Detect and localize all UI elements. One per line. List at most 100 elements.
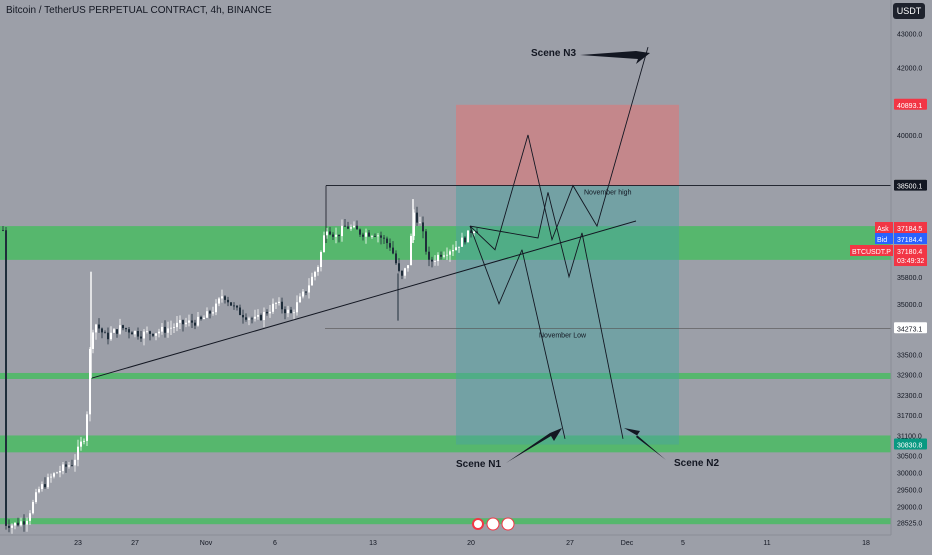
candle-body [305, 291, 307, 293]
x-tick-label: 6 [273, 540, 277, 547]
candle-body [377, 235, 379, 237]
candle-body [41, 484, 43, 490]
bid-tag [894, 233, 927, 245]
candle-body [170, 327, 172, 329]
candle-body [293, 312, 295, 314]
price-tag [894, 98, 927, 110]
candle-body [131, 332, 133, 335]
candle-body [446, 254, 448, 256]
candle-body [356, 225, 358, 230]
candle-body [74, 459, 76, 466]
candle-body [206, 311, 208, 318]
candle-body [38, 489, 40, 493]
candle-body [86, 414, 88, 441]
candle-body [299, 296, 301, 303]
candle-body [71, 465, 73, 467]
y-tick-label: 29000.0 [897, 504, 922, 511]
candle-body [365, 232, 367, 237]
candle-body [137, 331, 139, 337]
candle-body [5, 230, 7, 526]
symbol-badge [850, 245, 893, 257]
november-high-label: November high [584, 190, 632, 197]
candle-body [17, 522, 19, 526]
candle-body [224, 296, 226, 300]
scene3-arrow [580, 51, 650, 64]
candle-body [461, 237, 463, 247]
candle-body [173, 327, 175, 328]
candle-body [122, 325, 124, 329]
scene2-zigzag [469, 192, 583, 279]
candle-body [344, 225, 346, 227]
bid-value: 37184.4 [897, 237, 922, 244]
candle-body [380, 235, 382, 238]
candle-body [68, 465, 70, 467]
candle-body [425, 231, 427, 252]
candle-body [167, 328, 169, 333]
candle-body [83, 440, 85, 442]
candle-body [248, 318, 250, 320]
candle-body [260, 315, 262, 321]
candle-body [296, 302, 298, 313]
candle-body [164, 326, 166, 333]
candle-body [11, 525, 13, 528]
candle-body [20, 521, 22, 526]
candle-body [338, 234, 340, 237]
candle-body [275, 303, 277, 304]
scene1-arrow [506, 428, 562, 463]
ask-value: 37184.5 [897, 226, 922, 233]
candle-body [188, 320, 190, 323]
ascending-trendline [91, 220, 637, 379]
event-icon-inner [474, 520, 482, 528]
flag-icon-us [486, 517, 500, 531]
candle-body [35, 492, 37, 502]
candle-body [266, 311, 268, 314]
candle-body [473, 231, 475, 234]
candle-body [236, 305, 238, 308]
x-tick-label: 20 [467, 540, 475, 547]
candle-body [110, 332, 112, 340]
y-tick-label: 43000.0 [897, 32, 922, 39]
candle-body [383, 237, 385, 239]
y-tick-label: 28525.0 [897, 520, 922, 527]
candle-body [413, 212, 415, 236]
scene1-label: Scene N1 [456, 459, 501, 470]
candle-body [302, 291, 304, 297]
candle-body [56, 472, 58, 474]
bid-label: Bid [877, 237, 887, 244]
x-tick-label: 5 [681, 540, 685, 547]
candle-body [368, 232, 370, 237]
price-tag-label: 40893.1 [897, 103, 922, 110]
candle-body [134, 331, 136, 335]
candle-body [230, 302, 232, 306]
y-tick-label: 40000.0 [897, 133, 922, 140]
y-tick-label: 32900.0 [897, 373, 922, 380]
candle-body [449, 251, 451, 255]
y-tick-label: 29500.0 [897, 487, 922, 494]
candle-body [53, 473, 55, 477]
candle-body [65, 464, 67, 467]
candle-body [200, 316, 202, 320]
y-tick-label: 33500.0 [897, 352, 922, 359]
scene3-path [469, 47, 649, 251]
y-tick-label: 30500.0 [897, 454, 922, 461]
ask-tag [894, 222, 927, 234]
candle-body [218, 298, 220, 304]
candle-body [347, 226, 349, 229]
candle-body [410, 235, 412, 266]
candle-body [422, 222, 424, 232]
candle-body [317, 267, 319, 272]
ask-badge [875, 222, 893, 234]
x-tick-label: 13 [369, 540, 377, 547]
candle-body [101, 328, 103, 333]
candle-body [392, 247, 394, 254]
currency-button[interactable]: USDT [893, 3, 925, 19]
candle-body [245, 317, 247, 320]
zone-top [0, 226, 891, 260]
zone-bottom [0, 518, 891, 525]
candle-body [2, 230, 4, 231]
candle-body [125, 328, 127, 330]
candle-body [434, 261, 436, 262]
scene1-path [521, 249, 566, 439]
